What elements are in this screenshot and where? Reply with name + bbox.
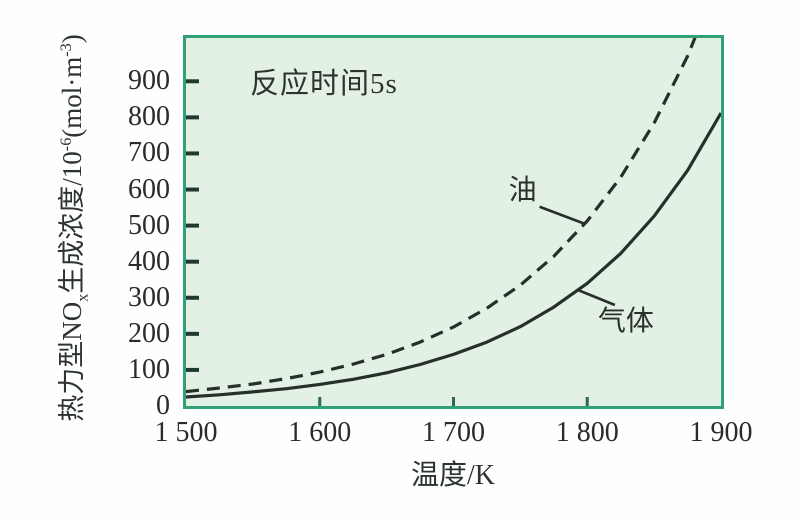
x-tick-label: 1 500 xyxy=(154,417,218,448)
y-tick-label: 700 xyxy=(128,137,170,169)
x-tick-label: 1 700 xyxy=(422,417,485,448)
y-tick-label: 200 xyxy=(128,317,170,349)
curve-gas-solid xyxy=(186,112,721,399)
y-tick-label: 100 xyxy=(128,353,170,385)
y-tick-label: 600 xyxy=(128,173,170,205)
y-tick-label: 400 xyxy=(128,245,170,277)
y-tick-label: 0 xyxy=(156,390,170,421)
leader-line-oil xyxy=(539,205,586,225)
x-axis-title: 温度/K xyxy=(410,460,495,491)
series-label-gas: 气体 xyxy=(597,306,654,337)
y-tick-label: 500 xyxy=(128,209,170,241)
curve-oil-dashed xyxy=(186,38,697,394)
series-label-oil: 油 xyxy=(508,174,537,206)
curves-plot xyxy=(186,38,721,406)
y-axis-title-superscript: -3 xyxy=(57,43,75,57)
x-tick-label: 1 900 xyxy=(689,417,753,448)
x-tick-label: 1 600 xyxy=(288,417,352,448)
y-tick-label: 800 xyxy=(128,101,170,133)
leader-line-gas xyxy=(577,288,616,307)
annotation-reaction-time: 反应时间5s xyxy=(250,68,398,100)
y-tick-label: 900 xyxy=(128,65,170,97)
y-tick-label: 300 xyxy=(128,281,170,313)
y-axis-title-part: ) xyxy=(57,34,87,44)
plot-area: 反应时间5s 油 气体 xyxy=(183,35,724,409)
x-tick-label: 1 800 xyxy=(555,417,619,448)
